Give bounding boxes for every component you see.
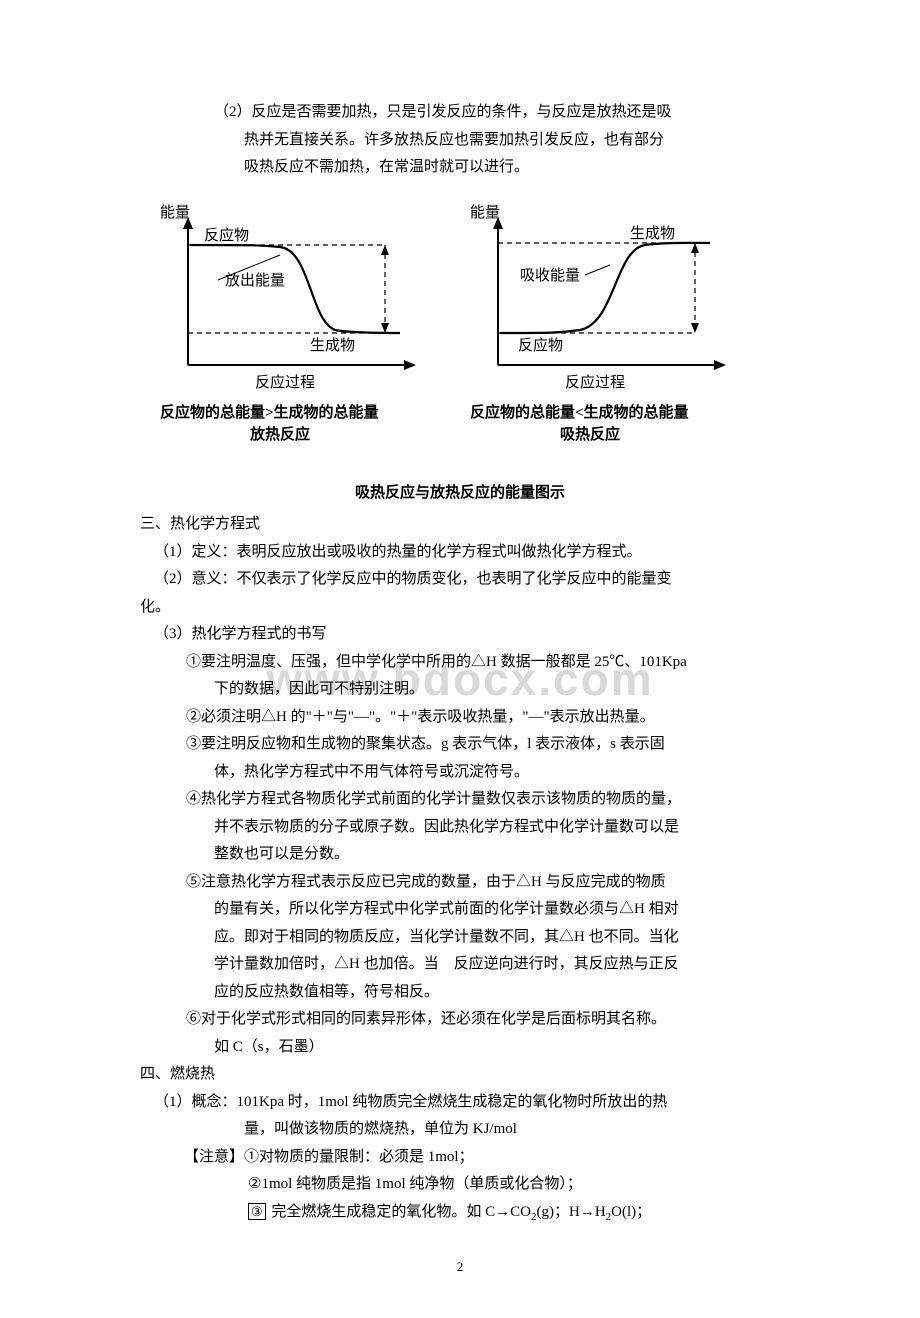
- s3-rule4a: ④热化学方程式各物质化学式前面的化学计量数仅表示该物质的物质的量，: [186, 787, 780, 813]
- left-vert-arrow-up: [381, 245, 389, 255]
- s4-note3-circled: ③: [248, 1203, 266, 1221]
- s4-note2: ②1mol 纯物质是指 1mol 纯净物（单质或化合物）；: [248, 1172, 780, 1198]
- left-curve: [190, 245, 400, 333]
- page-content: （2）反应是否需要加热，只是引发反应的条件，与反应是放热还是吸 热并无直接关系。…: [140, 100, 780, 1278]
- top-note-line2: 热并无直接关系。许多放热反应也需要加热引发反应，也有部分: [244, 128, 780, 154]
- right-x-axis-arrow: [714, 360, 726, 370]
- s3-rule5c: 应。即对于相同的物质反应，当化学计量数不同，其△H 也不同。当化: [214, 925, 780, 951]
- s3-rule4c: 整数也可以是分数。: [214, 842, 780, 868]
- section3-title: 三、热化学方程式: [140, 512, 780, 538]
- s4-note-row1: 【注意】①对物质的量限制：必须是 1mol；: [184, 1145, 780, 1171]
- left-mid-label: 放出能量: [225, 272, 285, 289]
- energy-diagram-figure: 能量 反应物 放出能量: [140, 195, 780, 475]
- top-note-line1: （2）反应是否需要加热，只是引发反应的条件，与反应是放热还是吸: [214, 100, 780, 126]
- s3-rule3b: 体，热化学方程式中不用气体符号或沉淀符号。: [214, 760, 780, 786]
- right-top-label: 生成物: [630, 225, 675, 242]
- left-y-axis-label: 能量: [160, 204, 190, 221]
- right-caption1: 反应物的总能量<生成物的总能量: [470, 403, 689, 421]
- section4-title: 四、燃烧热: [140, 1062, 780, 1088]
- s4-item1a: （1）概念：101Kpa 时，1mol 纯物质完全燃烧生成稳定的氧化物时所放出的…: [154, 1090, 780, 1116]
- left-x-axis-arrow: [404, 360, 416, 370]
- left-bottom-label: 生成物: [310, 337, 355, 354]
- right-mid-leader: [585, 265, 610, 275]
- left-caption1: 反应物的总能量>生成物的总能量: [160, 403, 379, 421]
- left-vert-arrow-down: [381, 323, 389, 333]
- figure-main-caption: 吸热反应与放热反应的能量图示: [140, 481, 780, 507]
- top-note-line3: 吸热反应不需加热，在常温时就可以进行。: [244, 155, 780, 181]
- s4-note3-mid: (g)；H→H: [537, 1204, 606, 1220]
- s3-rule5d: 学计量数加倍时，△H 也加倍。当 反应逆向进行时，其反应热与正反: [214, 952, 780, 978]
- left-top-label: 反应物: [204, 226, 249, 244]
- s3-item2a: （2）意义：不仅表示了化学反应中的物质变化，也表明了化学反应中的能量变: [154, 567, 780, 593]
- s3-rule6b: 如 C（s，石墨）: [214, 1035, 780, 1061]
- right-caption2: 吸热反应: [560, 425, 620, 443]
- right-bottom-label: 反应物: [518, 336, 563, 354]
- s3-item1: （1）定义：表明反应放出或吸收的热量的化学方程式叫做热化学方程式。: [154, 540, 780, 566]
- page-number: 2: [140, 1256, 780, 1278]
- right-x-label: 反应过程: [565, 373, 625, 391]
- s4-note3-tail: O(l)；: [611, 1204, 651, 1220]
- s3-item2b: 化。: [140, 595, 780, 621]
- s3-rule3a: ③要注明反应物和生成物的聚集状态。g 表示气体，l 表示液体，s 表示固: [186, 732, 780, 758]
- s3-item3: （3）热化学方程式的书写: [154, 622, 780, 648]
- right-mid-label: 吸收能量: [520, 267, 580, 284]
- s4-note3: ③ 完全燃烧生成稳定的氧化物。如 C→CO2(g)；H→H2O(l)；: [248, 1200, 780, 1227]
- s3-rule5a: ⑤注意热化学方程式表示反应已完成的数量，由于△H 与反应完成的物质: [186, 870, 780, 896]
- s3-rule5e: 应的反应热数值相等，符号相反。: [214, 980, 780, 1006]
- s3-rule1a: ①要注明温度、压强，但中学化学中所用的△H 数据一般都是 25℃、101Kpa: [186, 650, 780, 676]
- s4-note-label: 【注意】: [184, 1149, 244, 1165]
- right-curve: [500, 242, 710, 332]
- s4-note3-prefix: 完全燃烧生成稳定的氧化物。如 C→CO: [268, 1204, 531, 1220]
- s3-rule4b: 并不表示物质的分子或原子数。因此热化学方程式中化学计量数可以是: [214, 815, 780, 841]
- right-y-axis-label: 能量: [470, 204, 500, 221]
- s3-rule5b: 的量有关，所以化学方程式中化学式前面的化学计量数必须与△H 相对: [214, 897, 780, 923]
- s3-rule6a: ⑥对于化学式形式相同的同素异形体，还必须在化学是后面标明其名称。: [186, 1007, 780, 1033]
- left-caption2: 放热反应: [249, 425, 310, 443]
- s4-item1b: 量，叫做该物质的燃烧热，单位为 KJ/mol: [244, 1117, 780, 1143]
- right-vert-arrow-up: [691, 243, 699, 253]
- energy-diagram-svg: 能量 反应物 放出能量: [150, 195, 770, 475]
- s3-rule2: ②必须注明△H 的"＋"与"—"。"＋"表示吸收热量，"—"表示放出热量。: [186, 705, 780, 731]
- right-vert-arrow-down: [691, 323, 699, 333]
- s4-note1: ①对物质的量限制：必须是 1mol；: [244, 1149, 474, 1165]
- s3-rule1b: 下的数据，因此可不特别注明。: [214, 677, 780, 703]
- left-x-label: 反应过程: [255, 373, 315, 391]
